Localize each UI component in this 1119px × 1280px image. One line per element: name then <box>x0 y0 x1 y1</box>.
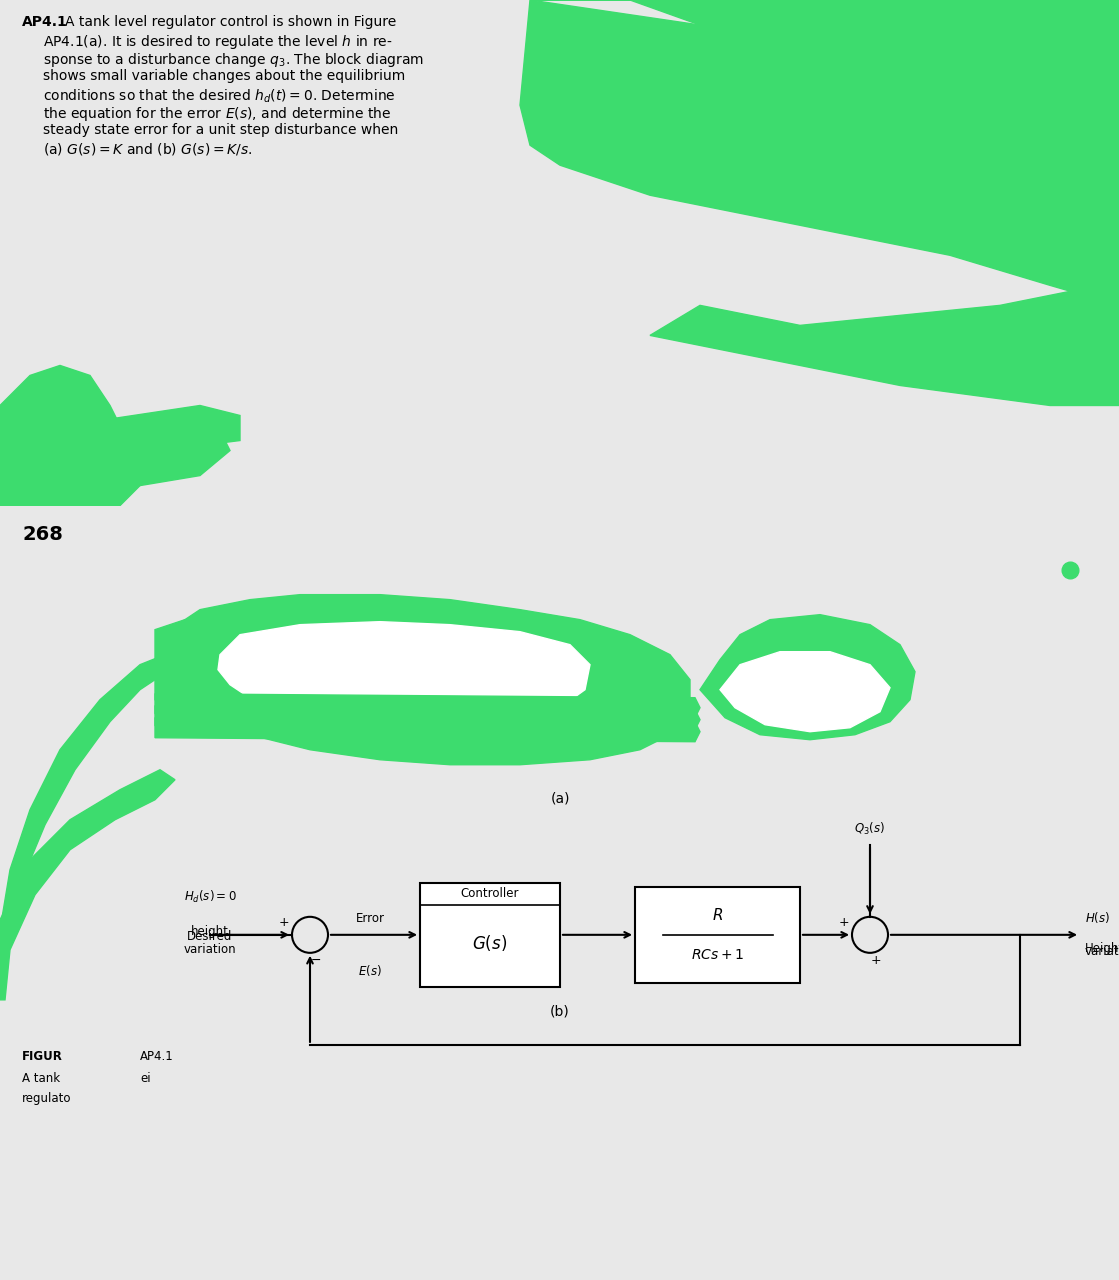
Text: (a) $G(s) = K$ and (b) $G(s) = K/s$.: (a) $G(s) = K$ and (b) $G(s) = K/s$. <box>43 141 253 157</box>
Text: $RCs + 1$: $RCs + 1$ <box>690 947 744 961</box>
Text: the equation for the error $E(s)$, and determine the: the equation for the error $E(s)$, and d… <box>43 105 392 123</box>
Polygon shape <box>218 622 590 724</box>
Text: A tank level regulator control is shown in Figure: A tank level regulator control is shown … <box>65 15 396 29</box>
Text: steady state error for a unit step disturbance when: steady state error for a unit step distu… <box>43 123 398 137</box>
Text: (b): (b) <box>551 1005 570 1019</box>
Polygon shape <box>130 421 231 485</box>
Text: shows small variable changes about the equilibrium: shows small variable changes about the e… <box>43 69 405 83</box>
Text: 268: 268 <box>22 525 63 544</box>
Text: Desired: Desired <box>187 906 233 943</box>
Text: $E(s)$: $E(s)$ <box>358 963 382 978</box>
Text: height: height <box>191 925 229 938</box>
Text: A tank: A tank <box>22 1071 60 1085</box>
Polygon shape <box>0 365 140 506</box>
Polygon shape <box>700 614 915 740</box>
Text: AP4.1(a). It is desired to regulate the level $h$ in re-: AP4.1(a). It is desired to regulate the … <box>43 33 393 51</box>
Text: conditions so that the desired $h_d(t) = 0$. Determine: conditions so that the desired $h_d(t) =… <box>43 87 396 105</box>
Text: sponse to a disturbance change $q_3$. The block diagram: sponse to a disturbance change $q_3$. Th… <box>43 51 424 69</box>
Text: Height: Height <box>1085 927 1119 955</box>
Text: $R$: $R$ <box>712 906 723 923</box>
Polygon shape <box>720 652 890 732</box>
Text: +: + <box>279 916 290 929</box>
Text: −: − <box>311 955 321 968</box>
Polygon shape <box>0 769 175 1000</box>
Text: AP4.1: AP4.1 <box>140 1050 173 1062</box>
Text: AP4.1: AP4.1 <box>22 15 68 29</box>
Text: Error: Error <box>356 911 385 925</box>
Text: FIGUR: FIGUR <box>22 1050 63 1062</box>
Text: $Q_3(s)$: $Q_3(s)$ <box>855 820 885 837</box>
Polygon shape <box>156 595 690 764</box>
Polygon shape <box>0 406 239 451</box>
Text: ei: ei <box>140 1071 151 1085</box>
Polygon shape <box>156 705 700 730</box>
Text: variation: variation <box>1085 945 1119 957</box>
Polygon shape <box>650 275 1119 406</box>
Polygon shape <box>0 654 170 934</box>
Text: $H_d(s) = 0$: $H_d(s) = 0$ <box>184 888 236 905</box>
Text: $G(s)$: $G(s)$ <box>472 933 508 952</box>
Polygon shape <box>156 718 700 741</box>
Text: (a): (a) <box>551 792 570 805</box>
Text: +: + <box>838 916 849 929</box>
Polygon shape <box>530 0 1119 215</box>
Text: variation: variation <box>184 943 236 956</box>
FancyBboxPatch shape <box>420 883 560 987</box>
Text: Controller: Controller <box>461 887 519 900</box>
Text: regulato: regulato <box>22 1092 72 1105</box>
Text: $H(s)$: $H(s)$ <box>1085 910 1110 925</box>
FancyBboxPatch shape <box>634 887 800 983</box>
Polygon shape <box>156 694 700 718</box>
Text: +: + <box>871 955 882 968</box>
Polygon shape <box>156 620 200 705</box>
Polygon shape <box>520 0 1119 306</box>
